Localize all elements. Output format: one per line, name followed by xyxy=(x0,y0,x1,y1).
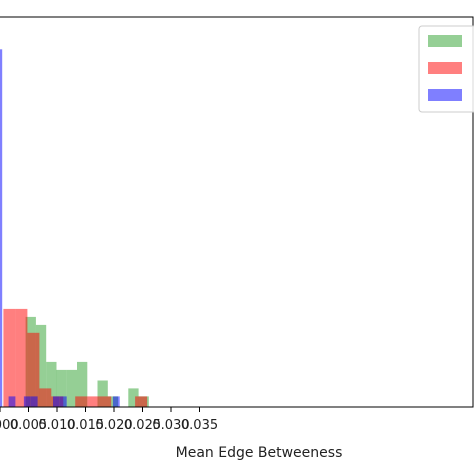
histogram-bar-series-3-bin-5 xyxy=(53,396,60,407)
histogram-bar-series-2-bin-6 xyxy=(75,396,88,407)
x-tick-label-6: 0.025 xyxy=(124,418,161,433)
histogram-bar-series-2-bin-2 xyxy=(15,308,28,407)
histogram-bar-series-2-bin-3 xyxy=(27,332,40,407)
x-tick-label-4: 0.015 xyxy=(67,418,104,433)
legend-swatch-3 xyxy=(428,89,462,101)
x-tick-label-1: 0.000 xyxy=(0,418,19,433)
histogram-bar-series-2-bin-4 xyxy=(39,388,52,407)
histogram-bar-series-1-bin-2 xyxy=(35,324,47,407)
histogram-bar-series-3-bin-7 xyxy=(112,396,120,407)
x-axis-label: Mean Edge Betweeness xyxy=(176,445,343,461)
plot-border xyxy=(0,16,474,408)
x-tick-label-8: 0.035 xyxy=(181,418,218,433)
legend-swatch-2 xyxy=(428,62,462,74)
histogram-bar-series-1-bin-6 xyxy=(77,361,88,407)
legend-swatch-1 xyxy=(428,35,462,47)
histogram-bar-series-3-bin-1 xyxy=(0,49,3,408)
histogram-bar-series-3-bin-4 xyxy=(30,396,38,407)
x-tick-label-3: 0.010 xyxy=(38,418,75,433)
histogram-bar-series-1-bin-7 xyxy=(97,380,108,407)
x-tick-label-7: 0.030 xyxy=(152,418,189,433)
histogram-bar-series-3-bin-2 xyxy=(8,396,16,407)
histogram-bar-series-2-bin-1 xyxy=(3,308,16,407)
x-tick-label-5: 0.020 xyxy=(95,418,132,433)
histogram-bar-series-3-bin-6 xyxy=(59,396,67,407)
histogram-bars xyxy=(0,49,149,408)
legend xyxy=(418,25,474,113)
histogram-bar-series-2-bin-7 xyxy=(87,396,100,407)
histogram-bar-series-2-bin-9 xyxy=(135,396,148,407)
x-tick-label-2: 0.005 xyxy=(10,418,47,433)
histogram-bar-series-1-bin-3 xyxy=(46,361,57,407)
histogram-bar-series-1-bin-4 xyxy=(56,369,67,407)
histogram-bar-series-1-bin-8 xyxy=(107,396,118,407)
histogram-bar-series-1-bin-9 xyxy=(128,388,139,407)
histogram-bar-series-1-bin-5 xyxy=(66,369,77,407)
plot-frame xyxy=(0,16,474,408)
histogram-bar-series-3-bin-3 xyxy=(23,396,31,407)
histogram-bar-series-2-bin-8 xyxy=(99,396,112,407)
